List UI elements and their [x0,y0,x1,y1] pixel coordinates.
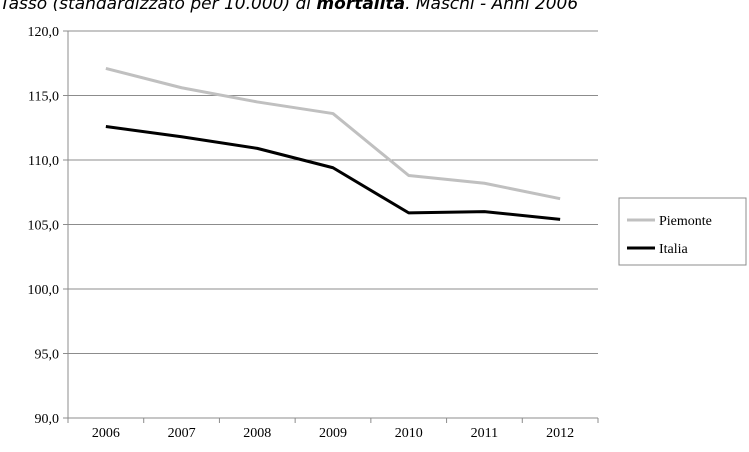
legend-box [618,197,747,266]
series-line-italia [105,124,561,221]
x-tick-label: 2009 [319,426,347,441]
title-text-end: . Maschi - Anni 2006 [405,0,579,14]
y-tick-label: 95,0 [35,348,60,363]
title-text-start: Tasso (standardizzato per 10.000) di [0,0,317,14]
y-tick-label: 115,0 [28,90,59,105]
title-text-bold: mortalità [316,0,406,14]
chart-title: Tasso (standardizzato per 10.000) di mor… [0,0,749,16]
x-axis: 2006 2007 2008 2009 2010 2011 2012 [67,417,599,441]
y-tick-label: 120,0 [28,25,60,40]
series-line-piemonte [105,66,561,201]
y-axis: 90,0 95,0 100,0 105,0 110,0 115,0 120,0 [28,25,69,427]
gridlines [68,30,598,354]
legend: Piemonte Italia [618,197,747,266]
legend-label-piemonte: Piemonte [659,214,712,229]
y-tick-label: 100,0 [28,283,60,298]
x-tick-label: 2006 [92,426,120,441]
y-tick-label: 110,0 [28,154,59,169]
x-tick-label: 2012 [546,426,574,441]
x-tick-label: 2008 [243,426,271,441]
series-lines [105,66,561,221]
legend-label-italia: Italia [659,242,689,257]
y-tick-label: 90,0 [35,412,60,427]
x-tick-label: 2010 [395,426,423,441]
y-tick-label: 105,0 [28,219,60,234]
x-tick-label: 2007 [168,426,196,441]
x-tick-label: 2011 [471,426,498,441]
